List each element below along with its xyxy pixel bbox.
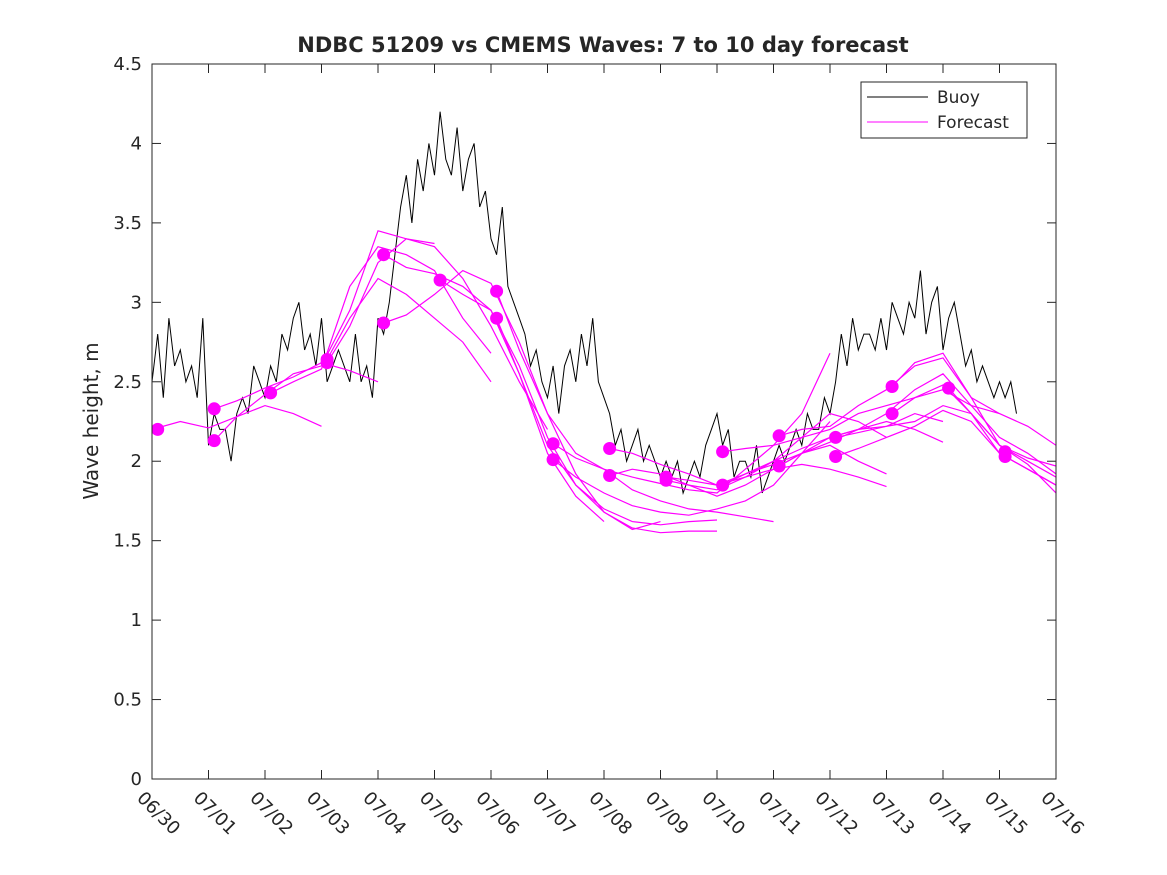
forecast-line-5 — [326, 277, 492, 383]
y-tick-label: 1.5 — [113, 531, 142, 552]
forecast-marker — [320, 356, 334, 370]
legend-buoy-label: Buoy — [937, 88, 980, 108]
forecast-line-10 — [496, 290, 774, 523]
plot-marks — [152, 111, 1056, 534]
buoy-line — [152, 111, 1017, 495]
forecast-marker — [885, 380, 899, 393]
forecast-marker — [829, 450, 843, 463]
forecast-line-26 — [948, 387, 1056, 467]
y-tick-label: 0 — [131, 769, 142, 790]
forecast-line-6 — [326, 238, 549, 430]
y-tick-label: 3 — [131, 292, 142, 313]
forecast-marker — [885, 407, 899, 421]
forecast-line-2 — [213, 362, 379, 410]
forecast-line-24 — [891, 352, 1056, 494]
forecast-marker — [603, 469, 617, 482]
y-tick-label: 3.5 — [113, 213, 142, 234]
forecast-marker — [490, 311, 504, 325]
forecast-marker — [772, 459, 786, 473]
forecast-line-22 — [835, 404, 1056, 478]
forecast-marker — [546, 453, 560, 467]
forecast-marker — [546, 437, 560, 451]
forecast-marker — [942, 381, 956, 395]
forecast-marker — [716, 445, 730, 459]
y-tick-label: 4 — [131, 133, 142, 154]
legend: Buoy Forecast — [860, 81, 1028, 139]
forecast-marker — [998, 450, 1012, 463]
forecast-marker — [433, 273, 447, 287]
forecast-line-13 — [552, 421, 831, 516]
forecast-line-15 — [609, 444, 887, 497]
forecast-marker — [716, 478, 730, 492]
plot-area — [152, 111, 1056, 534]
forecast-marker — [377, 316, 391, 330]
y-axis-label: Wave height, m — [79, 342, 103, 499]
y-tick-label: 2 — [131, 451, 142, 472]
forecast-marker — [377, 248, 391, 262]
forecast-marker — [207, 434, 221, 448]
forecast-marker — [207, 402, 221, 416]
forecast-marker — [490, 284, 504, 298]
forecast-line-16 — [666, 412, 944, 486]
forecast-line-11 — [496, 317, 718, 526]
forecast-marker — [659, 473, 673, 487]
y-tick-label: 2.5 — [113, 372, 142, 393]
y-tick-label: 0.5 — [113, 690, 142, 711]
legend-box — [860, 81, 1028, 139]
forecast-marker — [264, 386, 278, 400]
forecast-marker — [829, 430, 843, 444]
forecast-marker — [603, 442, 617, 455]
forecast-line-4 — [270, 246, 492, 394]
forecast-line-20 — [778, 357, 1056, 446]
y-tick-label: 1 — [131, 610, 142, 631]
legend-forecast-label: Forecast — [937, 113, 1009, 133]
forecast-marker — [152, 422, 165, 436]
chart-title: NDBC 51209 vs CMEMS Waves: 7 to 10 day f… — [297, 33, 908, 57]
forecast-marker — [772, 429, 786, 443]
forecast-line-21 — [778, 373, 1056, 475]
y-tick-label: 4.5 — [113, 54, 142, 75]
